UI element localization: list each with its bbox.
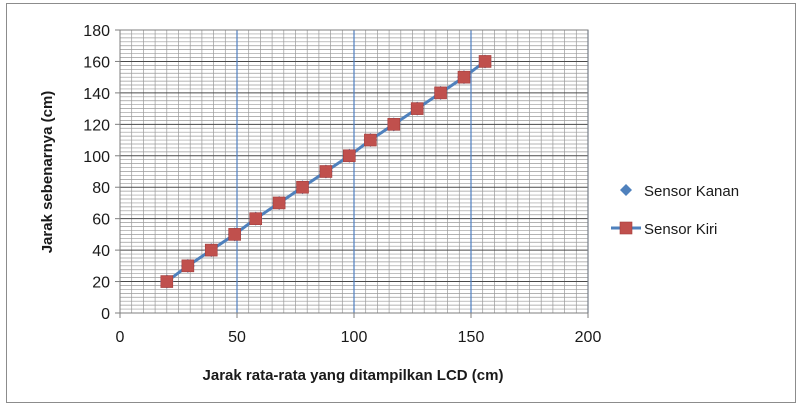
data-point-sensor-kiri <box>160 275 174 288</box>
data-point-sensor-kiri <box>181 259 195 273</box>
data-point-sensor-kiri <box>272 196 286 210</box>
y-tick-label: 20 <box>92 275 110 292</box>
legend-label-sensor-kiri: Sensor Kiri <box>644 221 717 238</box>
x-tick-label: 100 <box>341 329 368 346</box>
y-axis-ticks: 0 20 40 60 80 100 120 140 160 180 <box>83 23 120 323</box>
data-point-sensor-kiri <box>364 133 377 147</box>
y-tick-label: 120 <box>83 117 110 134</box>
data-point-sensor-kiri <box>410 102 424 115</box>
x-axis-ticks: 0 50 100 150 200 <box>116 313 602 346</box>
data-point-sensor-kiri <box>296 180 309 194</box>
data-point-sensor-kiri <box>457 70 471 84</box>
x-tick-label: 150 <box>458 329 485 346</box>
x-tick-label: 0 <box>116 329 125 346</box>
y-tick-label: 0 <box>101 306 110 323</box>
x-tick-label: 200 <box>575 329 602 346</box>
data-point-sensor-kiri <box>387 118 401 131</box>
data-point-sensor-kiri <box>343 149 356 163</box>
data-point-sensor-kiri <box>204 243 218 257</box>
data-point-sensor-kiri <box>434 86 447 100</box>
major-grid <box>120 30 589 313</box>
data-point-sensor-kiri <box>249 212 263 225</box>
legend-marker-sensor-kiri <box>619 221 633 235</box>
y-axis-title: Jarak sebenarnya (cm) <box>39 91 56 254</box>
series-layer <box>159 54 493 289</box>
y-tick-label: 40 <box>92 243 110 260</box>
data-point-sensor-kiri <box>319 165 333 178</box>
y-tick-label: 80 <box>92 180 110 197</box>
y-tick-label: 160 <box>83 54 110 71</box>
x-axis-title: Jarak rata-rata yang ditampilkan LCD (cm… <box>203 367 504 384</box>
x-tick-label: 50 <box>228 329 246 346</box>
legend-label-sensor-kanan: Sensor Kanan <box>644 183 739 200</box>
legend: Sensor Kanan Sensor Kiri <box>611 183 739 238</box>
y-tick-label: 100 <box>83 149 110 166</box>
legend-marker-sensor-kanan <box>620 184 632 196</box>
data-point-sensor-kiri <box>478 55 492 68</box>
y-tick-label: 60 <box>92 212 110 229</box>
y-tick-label: 180 <box>83 23 110 40</box>
data-point-sensor-kiri <box>228 228 241 241</box>
y-tick-label: 140 <box>83 86 110 103</box>
